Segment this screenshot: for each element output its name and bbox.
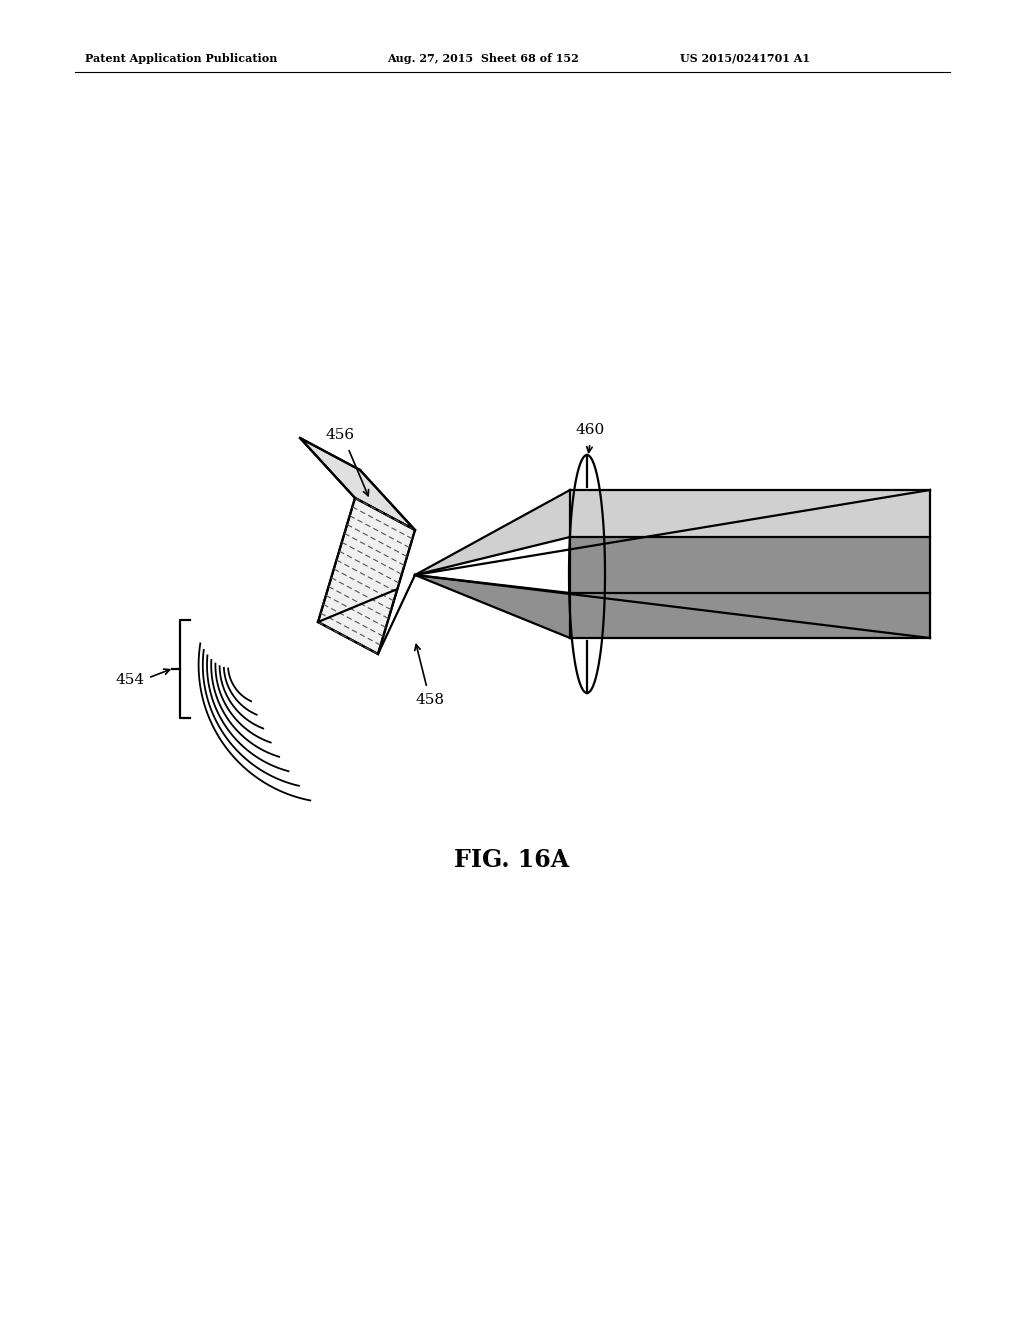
Text: Patent Application Publication: Patent Application Publication (85, 53, 278, 63)
Text: 456: 456 (326, 428, 354, 442)
Polygon shape (318, 498, 415, 653)
Polygon shape (570, 593, 930, 638)
Polygon shape (300, 438, 415, 531)
Polygon shape (570, 490, 930, 537)
Text: 458: 458 (416, 693, 444, 708)
Polygon shape (570, 537, 930, 593)
Text: 454: 454 (116, 673, 145, 686)
Text: US 2015/0241701 A1: US 2015/0241701 A1 (680, 53, 810, 63)
Text: 460: 460 (575, 422, 604, 437)
Polygon shape (415, 576, 930, 638)
Text: Aug. 27, 2015  Sheet 68 of 152: Aug. 27, 2015 Sheet 68 of 152 (387, 53, 579, 63)
Text: FIG. 16A: FIG. 16A (455, 847, 569, 873)
Polygon shape (415, 490, 930, 576)
